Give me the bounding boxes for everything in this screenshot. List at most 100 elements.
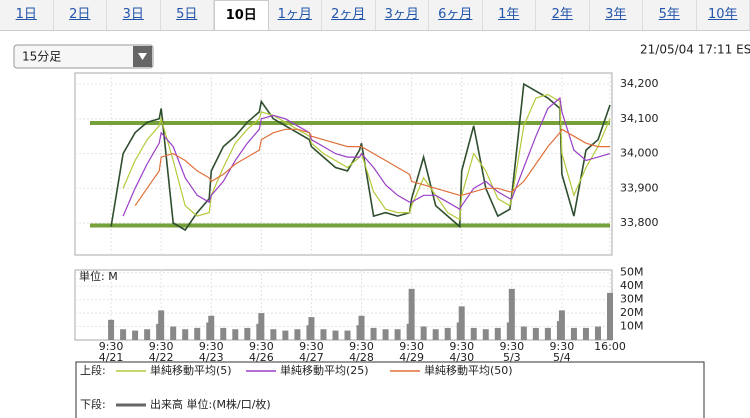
legend-label: 単純移動平均(50)	[424, 363, 513, 377]
tab[interactable]: 1ヶ月	[269, 0, 322, 30]
tab[interactable]: 2年	[536, 0, 590, 30]
legend-upper: 上段:	[80, 363, 106, 377]
volume-bar	[444, 327, 451, 340]
volume-bar	[144, 329, 151, 340]
volume-bar	[108, 319, 115, 340]
volume-bar	[494, 327, 501, 340]
volume-bar	[470, 327, 477, 340]
legend-box	[75, 361, 705, 418]
tab[interactable]: 5日	[161, 0, 214, 30]
y-tick-label: 10M	[620, 320, 644, 333]
x-tick-label: 9:30	[149, 340, 174, 353]
tab[interactable]: 5年	[643, 0, 697, 30]
volume-bar	[420, 326, 427, 340]
tab[interactable]: 3年	[590, 0, 643, 30]
tab[interactable]: 3ヶ月	[376, 0, 429, 30]
volume-bar	[408, 288, 415, 340]
volume-bar	[582, 327, 589, 340]
x-tick-label: 9:30	[99, 340, 124, 353]
volume-bar	[370, 327, 377, 340]
volume-bar	[558, 310, 565, 340]
x-tick-date: 4/27	[299, 351, 324, 364]
x-tick-date: 4/30	[449, 351, 474, 364]
tab[interactable]: 2ヶ月	[322, 0, 376, 30]
volume-bar	[320, 329, 327, 340]
volume-bar	[232, 329, 239, 340]
volume-bar	[532, 327, 539, 340]
volume-bar	[270, 329, 277, 340]
volume-bar	[220, 327, 227, 340]
volume-bar	[344, 330, 351, 340]
volume-bar	[208, 315, 215, 340]
x-tick-date: 4/22	[149, 351, 174, 364]
dropdown-arrow	[138, 53, 147, 60]
y-tick-label: 50M	[620, 266, 644, 279]
x-tick-label: 9:30	[249, 340, 274, 353]
tab[interactable]: 1日	[0, 0, 54, 30]
volume-bar	[594, 326, 601, 340]
x-tick-date: 4/23	[199, 351, 224, 364]
volume-bar	[258, 313, 265, 340]
timestamp: 21/05/04 17:11 ES	[640, 43, 750, 57]
y-tick-label: 30M	[620, 293, 644, 306]
x-tick-label: 9:30	[199, 340, 224, 353]
volume-bar	[132, 330, 139, 340]
y-tick-label: 33,800	[620, 216, 659, 229]
volume-bar	[158, 310, 165, 340]
volume-bar	[382, 329, 389, 340]
volume-bar	[194, 327, 201, 340]
volume-bar	[508, 288, 515, 340]
dropdown-label[interactable]: 15分足	[22, 50, 61, 64]
y-tick-label: 33,900	[620, 181, 659, 194]
volume-bar	[294, 329, 301, 340]
series-line	[134, 128, 610, 207]
volume-bar	[182, 329, 189, 340]
x-tick-label: 9:30	[550, 340, 575, 353]
tab[interactable]: 1年	[483, 0, 536, 30]
volume-bar	[544, 327, 551, 340]
volume-bar	[432, 329, 439, 340]
volume-bar	[120, 329, 127, 340]
legend-label: 単純移動平均(25)	[280, 363, 369, 377]
tab[interactable]: 6ヶ月	[429, 0, 483, 30]
x-tick-label: 9:30	[499, 340, 524, 353]
x-tick-label: 16:00	[594, 340, 626, 353]
x-tick-label: 9:30	[299, 340, 324, 353]
y-tick-label: 20M	[620, 306, 644, 319]
volume-bar	[358, 315, 365, 340]
volume-bar	[170, 326, 177, 340]
y-tick-label: 34,200	[620, 77, 659, 90]
unit-label: 単位: M	[79, 269, 118, 283]
x-tick-date: 4/29	[399, 351, 424, 364]
tab[interactable]: 10日	[214, 0, 269, 30]
volume-bar	[394, 329, 401, 340]
x-tick-label: 9:30	[399, 340, 424, 353]
volume-bar	[282, 330, 289, 340]
series-line	[122, 93, 611, 221]
x-tick-date: 4/28	[349, 351, 374, 364]
legend-label: 出来高 単位:(M株/口/枚)	[150, 397, 271, 411]
volume-bar	[482, 329, 489, 340]
y-tick-label: 34,000	[620, 147, 659, 160]
dropdown[interactable]	[13, 44, 154, 69]
volume-frame	[74, 269, 613, 341]
x-tick-date: 4/26	[249, 351, 274, 364]
series-line	[122, 96, 611, 217]
x-tick-date: 5/3	[503, 351, 521, 364]
volume-bar	[244, 327, 251, 340]
tab[interactable]: 2日	[54, 0, 107, 30]
y-tick-label: 40M	[620, 279, 644, 292]
tab[interactable]: 3日	[107, 0, 161, 30]
x-tick-label: 9:30	[349, 340, 374, 353]
x-tick-label: 9:30	[449, 340, 474, 353]
legend-label: 単純移動平均(5)	[150, 363, 232, 377]
legend-lower: 下段:	[80, 397, 106, 411]
tab-bar: 1日 2日 3日 5日 10日 1ヶ月 2ヶ月 3ヶ月 6ヶ月 1年 2年 3年 5年 10年	[0, 0, 750, 31]
volume-bar	[308, 317, 315, 340]
x-tick-date: 5/4	[553, 351, 571, 364]
price-frame	[74, 72, 613, 256]
series-line	[110, 82, 611, 232]
x-tick-date: 4/21	[99, 351, 124, 364]
